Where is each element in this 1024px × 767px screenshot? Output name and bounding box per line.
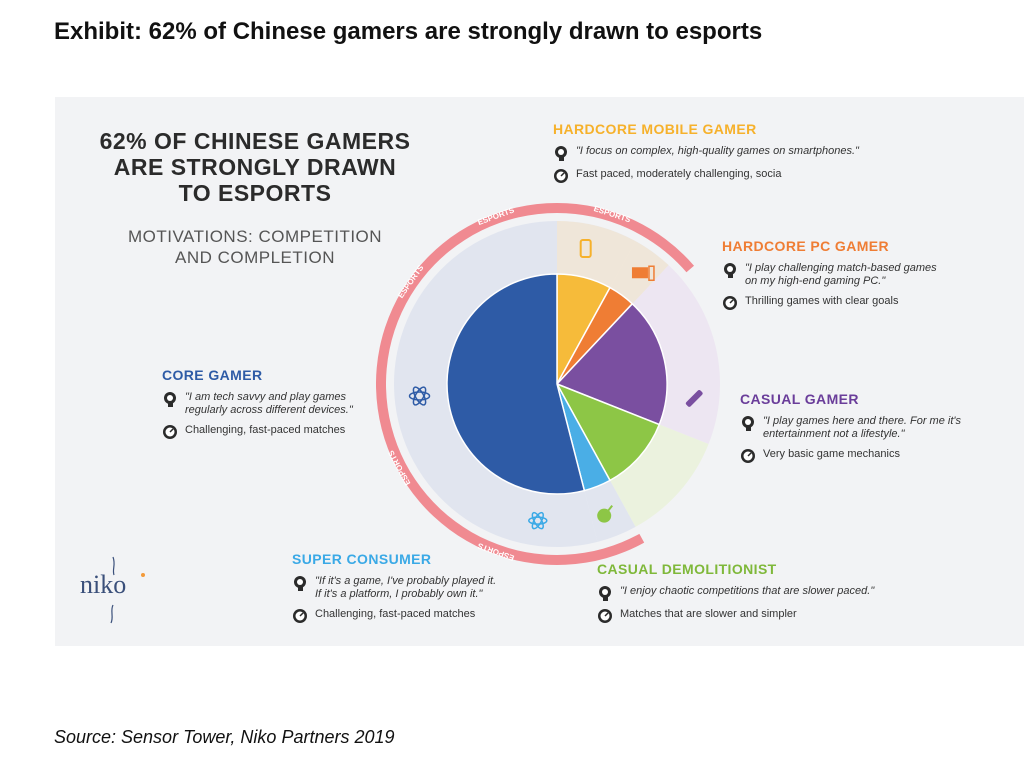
trait-row: Fast paced, moderately challenging, soci… [553,168,859,184]
segment-trait-demolitionist: Matches that are slower and simpler [620,608,797,620]
bomb-icon [597,508,612,523]
quote-row: "If it's a game, I've probably played it… [292,575,496,601]
subheading-line-2: AND COMPLETION [174,248,336,267]
quote-row: "I focus on complex, high-quality games … [553,145,859,161]
segment-trait-super: Challenging, fast-paced matches [315,608,476,620]
head-speech-icon [742,416,754,431]
head-speech-icon [599,586,611,601]
gauge-icon [598,609,612,623]
atom-icon [408,391,431,401]
trait-row: Challenging, fast-paced matches [162,424,353,440]
segment-title-casual: CASUAL GAMER [740,391,859,407]
quote-line: entertainment not a lifestyle." [763,428,905,440]
head-speech-icon [294,576,306,591]
gauge-icon [741,449,755,463]
segment-casual-demolitionist: CASUAL DEMOLITIONIST "I enjoy chaotic co… [597,561,874,631]
infographic-heading: 62% OF CHINESE GAMERS ARE STRONGLY DRAWN… [80,128,430,206]
quote-line: "I am tech savvy and play games [185,391,347,403]
heading-line-1: 62% OF CHINESE GAMERS [99,128,411,154]
exhibit-title: Exhibit: 62% of Chinese gamers are stron… [54,18,763,45]
atom-icon-orbit [412,386,427,406]
segment-title-mobile: HARDCORE MOBILE GAMER [553,121,757,137]
head-speech-icon [164,392,176,407]
quote-row: "I play challenging match-based games on… [722,262,937,288]
quote-line: regularly across different devices." [185,404,353,416]
subheading-line-1: MOTIVATIONS: COMPETITION [127,227,383,246]
heading-line-2: ARE STRONGLY DRAWN [113,154,397,180]
segment-super-consumer: SUPER CONSUMER "If it's a game, I've pro… [292,551,496,631]
pc-monitor-icon [631,267,648,279]
trait-row: Very basic game mechanics [740,448,961,464]
segment-trait-casual: Very basic game mechanics [763,448,900,460]
slice-casual-demolitionist [555,382,661,482]
trait-row: Matches that are slower and simpler [597,608,874,624]
segment-hardcore-mobile: HARDCORE MOBILE GAMER "I focus on comple… [553,121,859,191]
quote-line: If it's a platform, I probably own it." [315,588,483,600]
segment-trait-pc: Thrilling games with clear goals [745,295,899,307]
segment-title-super: SUPER CONSUMER [292,551,432,567]
segment-hardcore-pc: HARDCORE PC GAMER "I play challenging ma… [722,238,937,318]
source-note: Source: Sensor Tower, Niko Partners 2019 [54,727,395,747]
segment-quote-mobile: "I focus on complex, high-quality games … [576,145,859,157]
atom-icon-orbit [412,386,427,406]
pc-tower-icon [648,265,655,282]
segment-core-gamer: CORE GAMER "I am tech savvy and play gam… [162,367,353,447]
remote-icon [685,390,703,407]
atom-icon-super [528,516,548,525]
quote-line: "I play games here and there. For me it'… [763,415,961,427]
gauge-icon [723,296,737,310]
segment-title-demolitionist: CASUAL DEMOLITIONIST [597,561,777,577]
segment-quote-core: "I am tech savvy and play games regularl… [185,391,353,417]
bomb-fuse-icon [607,505,613,512]
trait-row: Thrilling games with clear goals [722,295,937,311]
segment-quote-pc: "I play challenging match-based games on… [745,262,937,288]
esports-ring-hardcore-arc [557,203,695,273]
segment-casual-gamer: CASUAL GAMER "I play games here and ther… [740,391,961,471]
niko-logo-text: niko [80,570,127,599]
segment-trait-mobile: Fast paced, moderately challenging, soci… [576,168,782,180]
gauge-icon [293,609,307,623]
quote-line: "If it's a game, I've probably played it… [315,575,497,587]
niko-logo [110,556,145,624]
infographic-subheading: MOTIVATIONS: COMPETITION AND COMPLETION [90,226,420,268]
segment-quote-super: "If it's a game, I've probably played it… [315,575,496,601]
slice-core-gamer [446,273,586,495]
atom-icon-super-orbit [531,511,544,530]
heading-line-3: TO ESPORTS [178,180,332,206]
quote-line: on my high-end gaming PC." [745,275,886,287]
quote-row: "I play games here and there. For me it'… [740,415,961,441]
segment-quote-demolitionist: "I enjoy chaotic competitions that are s… [620,585,875,597]
gauge-icon [163,425,177,439]
segment-trait-core: Challenging, fast-paced matches [185,424,346,436]
segment-title-core: CORE GAMER [162,367,263,383]
quote-line: "I play challenging match-based games [745,262,937,274]
atom-icon-super-orbit [531,511,544,530]
segment-quote-casual: "I play games here and there. For me it'… [763,415,961,441]
trait-row: Challenging, fast-paced matches [292,608,496,624]
quote-row: "I enjoy chaotic competitions that are s… [597,585,874,601]
smartphone-icon [579,239,592,259]
head-speech-icon [724,263,736,278]
head-speech-icon [555,146,567,161]
segment-title-pc: HARDCORE PC GAMER [722,238,890,254]
gauge-icon [554,169,568,183]
quote-row: "I am tech savvy and play games regularl… [162,391,353,417]
